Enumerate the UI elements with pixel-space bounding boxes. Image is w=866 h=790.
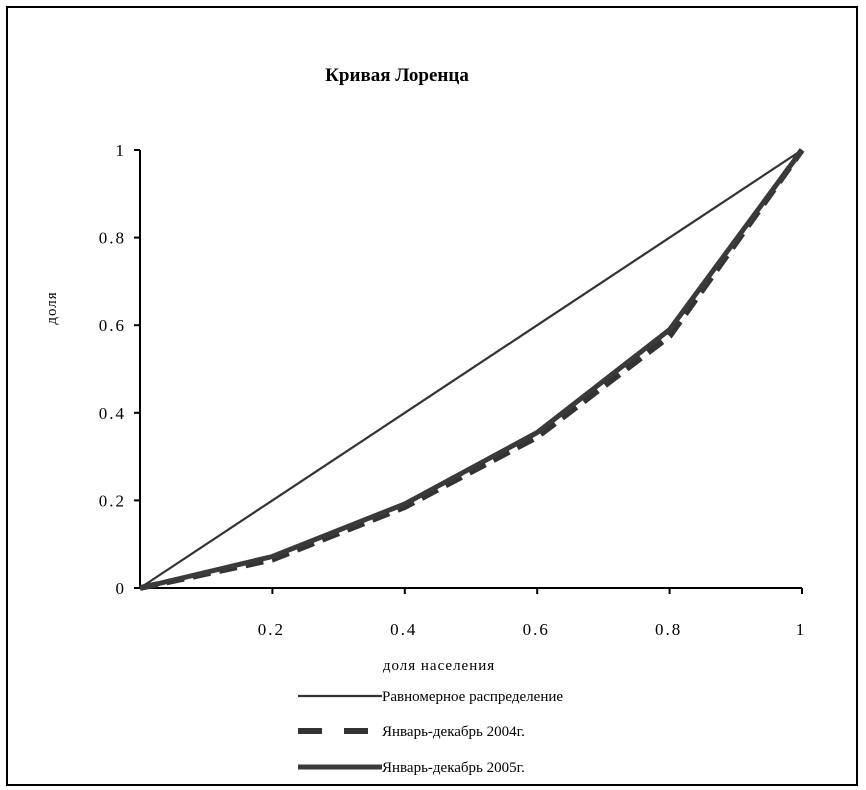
x-axis-label: доля населения — [383, 658, 495, 674]
y-tick-label: 0.8 — [99, 229, 126, 248]
legend-label-0: Равномерное распределение — [382, 689, 563, 705]
legend-label-2: Январь-декабрь 2005г. — [382, 760, 525, 776]
x-tick-label: 0.8 — [655, 620, 682, 639]
y-axis-label: доля — [44, 291, 60, 324]
lorenz-chart: Кривая Лоренца доля доля населения 00.20… — [8, 8, 860, 788]
x-tick-label: 0.4 — [390, 620, 417, 639]
x-tick-label: 1 — [796, 620, 807, 639]
chart-title: Кривая Лоренца — [325, 65, 469, 86]
x-tick-label: 0.2 — [258, 620, 285, 639]
y-tick-label: 0.2 — [99, 491, 126, 510]
y-tick-label: 0.4 — [99, 404, 126, 423]
legend-label-1: Январь-декабрь 2004г. — [382, 724, 525, 740]
y-tick-label: 0.6 — [99, 316, 126, 335]
axes: 0 0.2 0.4 0.6 0.8 1 0.2 0.4 0.6 0.8 1 — [99, 141, 807, 639]
y-tick-label: 1 — [116, 141, 127, 160]
x-tick-label: 0.6 — [523, 620, 550, 639]
chart-frame: Кривая Лоренца доля доля населения 0 0.2 0… — [6, 6, 858, 786]
series-line-0 — [140, 150, 802, 588]
y-tick-label: 0 — [116, 579, 127, 598]
series-lines — [140, 150, 802, 588]
legend: Равномерное распределение Январь-декабрь … — [298, 689, 563, 776]
